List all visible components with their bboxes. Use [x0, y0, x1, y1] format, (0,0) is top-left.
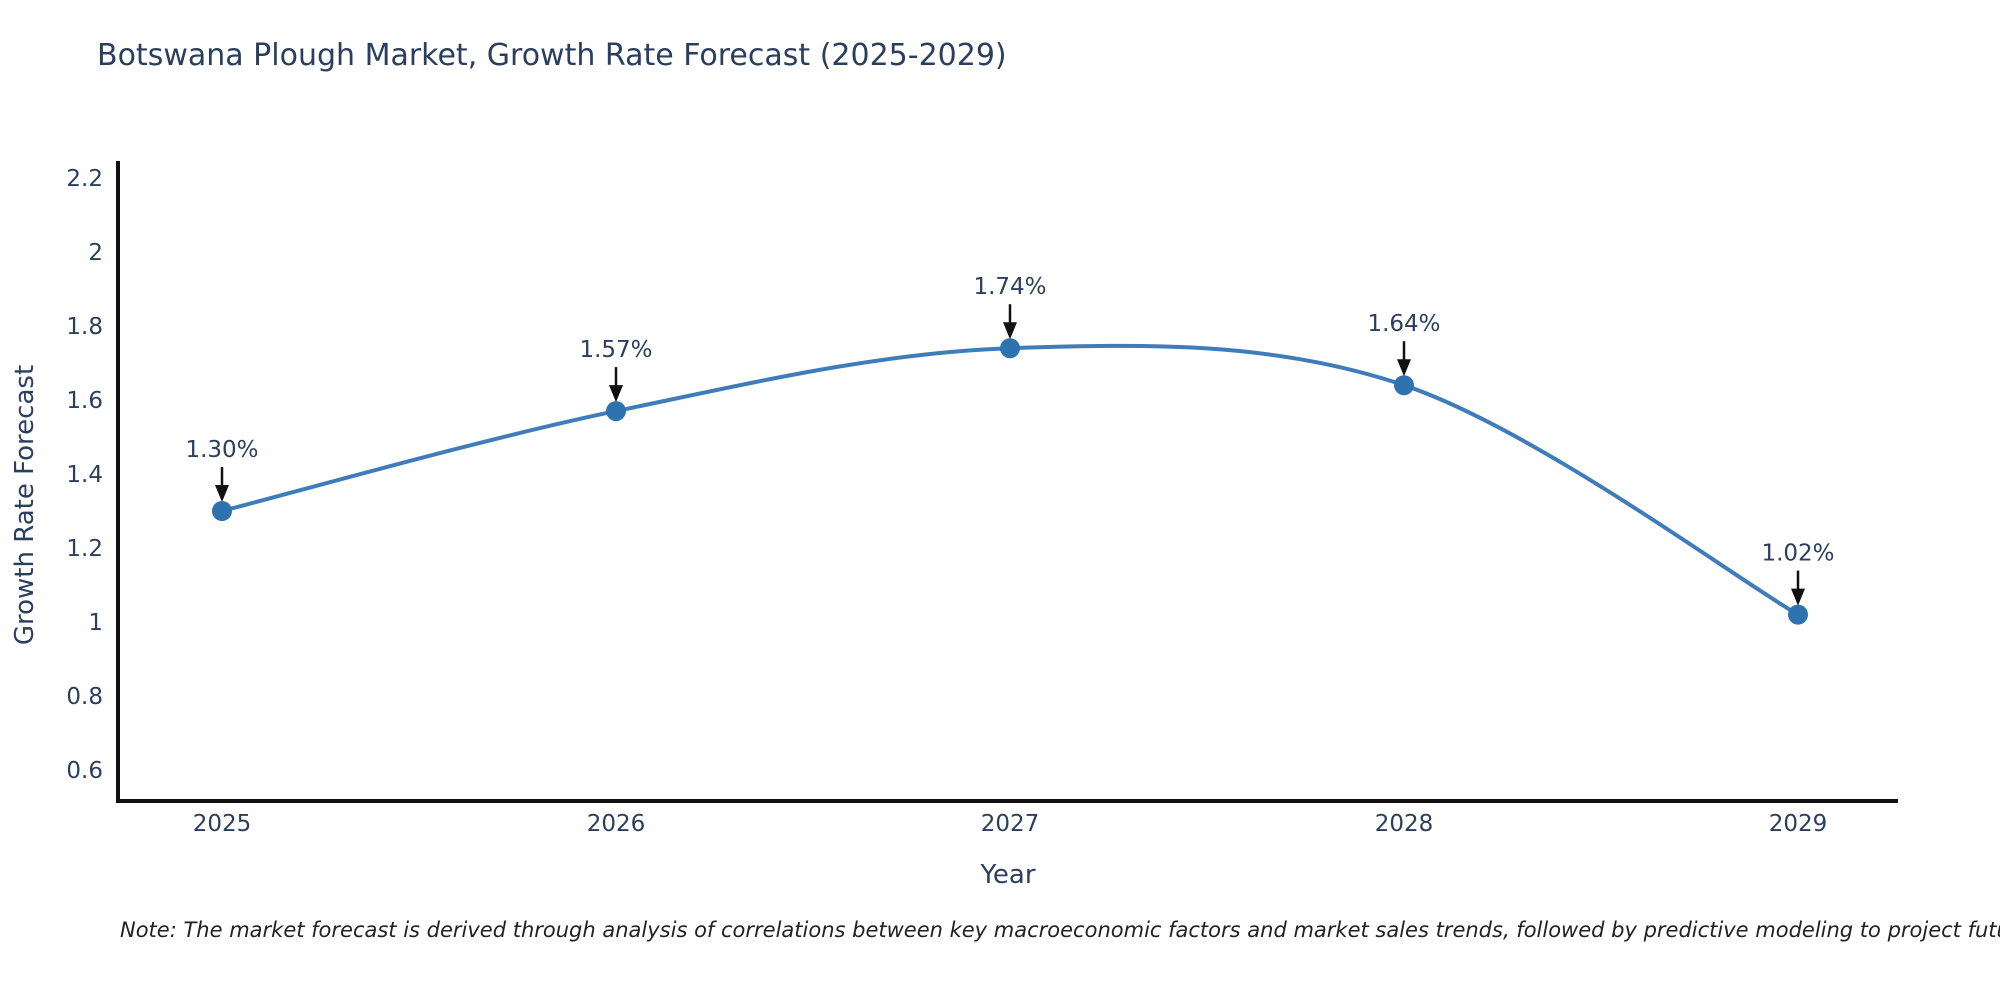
- chart-title: Botswana Plough Market, Growth Rate Fore…: [97, 38, 1007, 73]
- annotation-arrowhead-icon: [1397, 359, 1411, 377]
- forecast-line: [220, 343, 1800, 617]
- point-value-label: 1.02%: [1761, 541, 1834, 567]
- x-tick-label: 2028: [1375, 811, 1434, 837]
- y-tick-label: 1.2: [66, 536, 103, 562]
- x-tick-label: 2026: [587, 811, 646, 837]
- y-tick-label: 2.2: [66, 166, 103, 192]
- annotation-arrowhead-icon: [609, 385, 623, 403]
- y-axis-title: Growth Rate Forecast: [10, 364, 40, 646]
- point-value-label: 1.74%: [973, 274, 1046, 300]
- point-value-label: 1.57%: [579, 337, 652, 363]
- data-point-2028: [1394, 375, 1414, 396]
- annotation-arrowhead-icon: [1003, 322, 1017, 340]
- annotation-arrowhead-icon: [1791, 588, 1805, 606]
- y-tick-label: 0.8: [66, 684, 103, 710]
- y-tick-label: 1.4: [66, 462, 103, 488]
- data-point-2027: [1000, 338, 1020, 359]
- y-tick-label: 1.6: [66, 388, 103, 414]
- y-tick-label: 1: [88, 610, 103, 636]
- y-tick-label: 1.8: [66, 314, 103, 340]
- y-tick-label: 0.6: [66, 758, 103, 784]
- data-point-2029: [1788, 604, 1808, 625]
- x-axis-title: Year: [980, 860, 1036, 890]
- point-value-label: 1.64%: [1367, 311, 1440, 337]
- x-tick-label: 2029: [1769, 811, 1828, 837]
- x-tick-label: 2027: [981, 811, 1040, 837]
- footnote: Note: The market forecast is derived thr…: [120, 918, 2000, 942]
- data-point-2026: [606, 401, 626, 422]
- x-tick-label: 2025: [193, 811, 252, 837]
- point-value-label: 1.30%: [185, 437, 258, 463]
- annotation-arrowhead-icon: [215, 485, 229, 502]
- data-point-2025: [212, 501, 232, 521]
- y-tick-label: 2: [88, 240, 103, 266]
